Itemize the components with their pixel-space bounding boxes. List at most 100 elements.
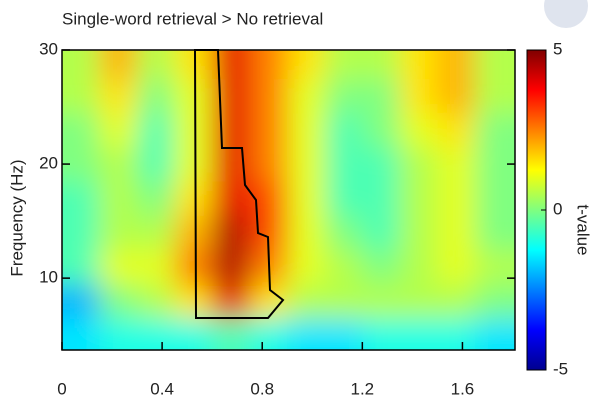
x-tick-label: 0.8: [250, 379, 274, 398]
heatmap-cell: [399, 283, 438, 319]
heatmap-cell: [474, 181, 515, 216]
heatmap-cell: [287, 112, 326, 148]
heatmap-cell: [474, 283, 515, 319]
heatmap-cell: [399, 146, 438, 182]
heatmap-cell: [137, 50, 176, 80]
heatmap-cell: [99, 283, 138, 319]
heatmap-cell: [324, 146, 363, 182]
heatmap-cell: [62, 318, 101, 350]
heatmap-cell: [99, 50, 138, 80]
heatmap-cell: [174, 249, 213, 285]
plot-frame: [61, 49, 516, 351]
chart-title: Single-word retrieval > No retrieval: [62, 9, 323, 28]
heatmap-cell: [399, 50, 438, 80]
heatmap-cell: [437, 249, 476, 285]
heatmap-cell: [324, 50, 363, 80]
x-tick-label: 1.2: [351, 379, 375, 398]
heatmap-cell: [399, 318, 438, 350]
heatmap-cell: [174, 318, 213, 350]
heatmap-cell: [474, 50, 515, 80]
heatmap-cell: [99, 215, 138, 251]
heatmap-cell: [324, 181, 363, 216]
heatmap-cell: [399, 249, 438, 285]
heatmap-cell: [399, 215, 438, 251]
heatmap-cell: [399, 112, 438, 148]
heatmap-cell: [324, 249, 363, 285]
heatmap-cell: [212, 78, 251, 114]
heatmap-cell: [137, 249, 176, 285]
heatmap-cell: [474, 318, 515, 350]
heatmap-cell: [474, 112, 515, 148]
heatmap-cell: [287, 318, 326, 350]
heatmap-cell: [287, 78, 326, 114]
x-tick-label: 1.6: [451, 379, 475, 398]
heatmap-cell: [174, 50, 213, 80]
x-tick-label: 0: [57, 379, 66, 398]
heatmap-cell: [287, 283, 326, 319]
heatmap-cell: [99, 112, 138, 148]
heatmap-cell: [137, 146, 176, 182]
heatmap-cell: [212, 283, 251, 319]
y-axis-label: Frequency (Hz): [7, 159, 26, 276]
heatmap-cell: [399, 181, 438, 216]
y-tick-label: 30: [39, 39, 58, 58]
heatmap-cell: [324, 318, 363, 350]
heatmap-cell: [287, 181, 326, 216]
heatmap-cell: [99, 181, 138, 216]
cluster-contour: [193, 49, 285, 319]
heatmap-cell: [362, 181, 401, 216]
heatmap-cell: [137, 283, 176, 319]
x-tick-label: 0.4: [150, 379, 174, 398]
heatmap-cell: [287, 215, 326, 251]
heatmap-cell: [362, 215, 401, 251]
heatmap-cell: [324, 78, 363, 114]
heatmap-cell: [362, 78, 401, 114]
heatmap-cell: [174, 215, 213, 251]
heatmap-cell: [399, 78, 438, 114]
heatmap-cell: [212, 181, 251, 216]
heatmap-cell: [249, 318, 288, 350]
heatmap-cell: [99, 146, 138, 182]
heatmap-cell: [362, 146, 401, 182]
heatmap-cell: [362, 283, 401, 319]
heatmap-cell: [99, 78, 138, 114]
heatmap-cell: [62, 78, 101, 114]
y-tick-label: 10: [39, 268, 58, 287]
heatmap-cell: [62, 112, 101, 148]
heatmap-cell: [212, 215, 251, 251]
heatmap-cell: [62, 283, 101, 319]
heatmap-cell: [62, 50, 101, 80]
heatmap-cell: [437, 112, 476, 148]
logo-fragment: [544, 0, 588, 28]
heatmap-cell: [249, 78, 288, 114]
heatmap-cell: [437, 283, 476, 319]
heatmap-cell: [174, 78, 213, 114]
heatmap-cell: [437, 50, 476, 80]
heatmap-cell: [137, 318, 176, 350]
heatmap-cell: [137, 112, 176, 148]
heatmap-cell: [324, 112, 363, 148]
heatmap-cell: [437, 78, 476, 114]
heatmap-cell: [99, 249, 138, 285]
colorbar-tick-label: -5: [553, 359, 568, 378]
heatmap-cell: [362, 249, 401, 285]
heatmap-cell: [174, 146, 213, 182]
heatmap-cell: [137, 78, 176, 114]
heatmap-cell: [174, 112, 213, 148]
heatmap: [62, 50, 515, 350]
heatmap-cell: [212, 318, 251, 350]
colorbar-label: t-value: [574, 204, 592, 255]
heatmap-cell: [437, 146, 476, 182]
heatmap-cell: [99, 318, 138, 350]
heatmap-cell: [362, 318, 401, 350]
heatmap-cell: [324, 215, 363, 251]
heatmap-cell: [249, 146, 288, 182]
heatmap-cell: [437, 318, 476, 350]
heatmap-cell: [474, 78, 515, 114]
heatmap-cell: [212, 249, 251, 285]
heatmap-cell: [174, 283, 213, 319]
colorbar-tick-label: 5: [553, 39, 562, 58]
heatmap-cell: [137, 215, 176, 251]
heatmap-cell: [287, 146, 326, 182]
